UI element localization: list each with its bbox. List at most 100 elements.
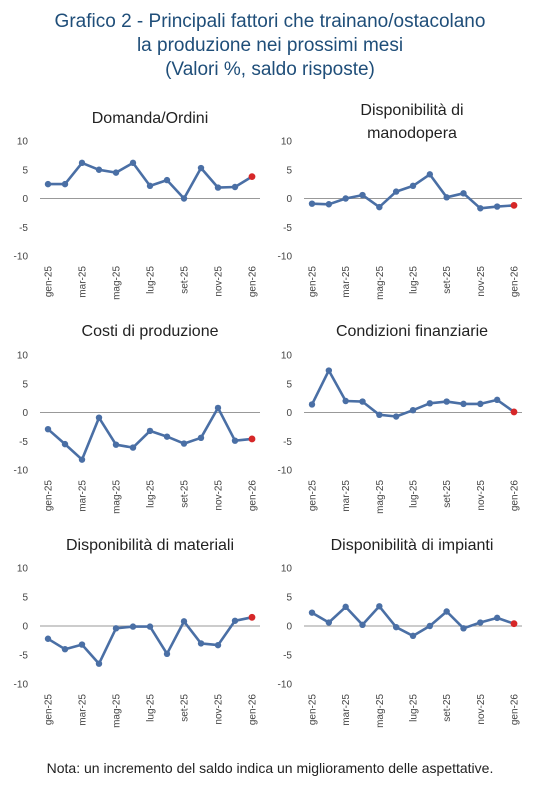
x-tick-label: nov-25 [214,694,225,725]
x-tick-label: nov-25 [476,480,487,511]
data-point [129,444,137,451]
series-line [311,173,515,210]
x-tick-label: mar-25 [341,694,352,726]
y-tick-label: 5 [286,165,292,176]
data-point [129,623,137,630]
data-point [112,441,120,448]
data-point [78,641,86,648]
last-data-point [248,613,256,621]
y-tick-label: 5 [286,593,292,604]
x-tick-label: nov-25 [214,480,225,511]
x-tick-label: gen-25 [44,266,55,298]
x-tick-label: set-25 [442,694,453,722]
data-point [308,200,316,207]
data-point [359,398,366,405]
x-tick-label: lug-25 [146,694,157,722]
data-point [443,398,450,405]
y-tick-label: 0 [22,622,28,633]
title-line-1: Grafico 2 - Principali fattori che train… [54,11,486,32]
last-data-point [248,173,256,181]
data-point [129,159,137,167]
data-point [426,171,434,178]
y-tick-label: -5 [19,223,28,234]
x-tick-label: set-25 [180,266,191,294]
data-point [163,176,171,184]
x-tick-label: gen-25 [44,480,55,512]
x-tick-label: gen-25 [308,694,319,726]
data-point [146,427,154,435]
x-tick-label: gen-25 [308,480,319,512]
data-point [163,433,171,440]
x-tick-label: mar-25 [78,266,89,298]
panel-title-line: Disponibilità di impianti [331,537,494,554]
chart-figure-title: Grafico 2 - Principali fattori che train… [0,10,540,82]
y-tick-label: -10 [14,466,29,477]
data-point [44,180,52,188]
panel-title-line: Disponibilità di [360,102,463,119]
chart-panel-2: Disponibilità di manodopera 10 5 0 -5 -10 gen-2… [278,102,522,300]
x-tick-label: nov-25 [476,266,487,297]
x-tick-label: lug-25 [409,266,420,294]
data-point [214,404,222,412]
data-point [112,169,120,176]
x-tick-label: gen-26 [248,266,259,298]
data-point [493,203,501,210]
title-line-3: (Valori %, saldo risposte) [165,59,375,80]
last-data-point [510,408,518,416]
data-point [477,619,484,626]
data-point [231,437,239,444]
data-point [44,635,52,642]
chart-panel-4: Condizioni finanziarie 10 5 0 -5 -10 gen-25 mar… [278,323,522,514]
data-point [392,413,400,420]
data-point [359,191,366,199]
chart-panel-5: Disponibilità di materiali 10 5 0 -5 -10 gen-2… [14,537,260,728]
panel-title-line: Disponibilità di materiali [66,537,234,554]
data-point [426,400,434,407]
x-tick-label: gen-25 [44,694,55,726]
x-tick-label: mar-25 [341,480,352,512]
data-point [44,425,52,433]
y-tick-label: 0 [286,408,292,419]
data-point [460,625,467,632]
y-tick-label: -10 [278,252,293,263]
data-point [409,182,417,190]
x-tick-label: lug-25 [409,480,420,508]
y-tick-label: -10 [14,252,29,263]
data-point [443,608,450,615]
y-tick-label: 5 [286,379,292,390]
y-tick-label: -5 [283,223,292,234]
data-point [231,617,239,624]
x-tick-label: nov-25 [214,266,225,297]
x-tick-label: lug-25 [409,694,420,722]
data-point [214,184,222,191]
data-point [493,614,501,622]
x-tick-label: gen-26 [248,694,259,726]
y-tick-label: -5 [283,437,292,448]
data-point [197,640,205,647]
data-point [426,622,434,630]
data-point [180,195,188,202]
data-point [325,619,333,626]
data-point [308,609,316,616]
data-point [146,182,154,190]
x-tick-label: gen-26 [510,480,521,512]
chart-panel-3: Costi di produzione 10 5 0 -5 -10 gen-25 mar-25… [14,323,260,514]
data-point [78,159,86,167]
data-point [325,367,333,374]
data-point [359,621,366,629]
x-tick-label: mag-25 [375,694,386,728]
data-point [197,434,205,441]
chart-panel-6: Disponibilità di impianti 10 5 0 -5 -10 gen-25… [278,537,522,728]
x-tick-label: gen-26 [510,266,521,298]
series-line [311,604,515,638]
data-point [460,400,467,408]
data-point [308,401,316,408]
panel-title-line: Condizioni finanziarie [336,323,488,340]
x-tick-label: mar-25 [78,694,89,726]
data-point [493,396,501,404]
data-point [214,641,222,649]
data-point [61,180,69,188]
data-point [112,625,120,632]
data-point [61,646,69,653]
